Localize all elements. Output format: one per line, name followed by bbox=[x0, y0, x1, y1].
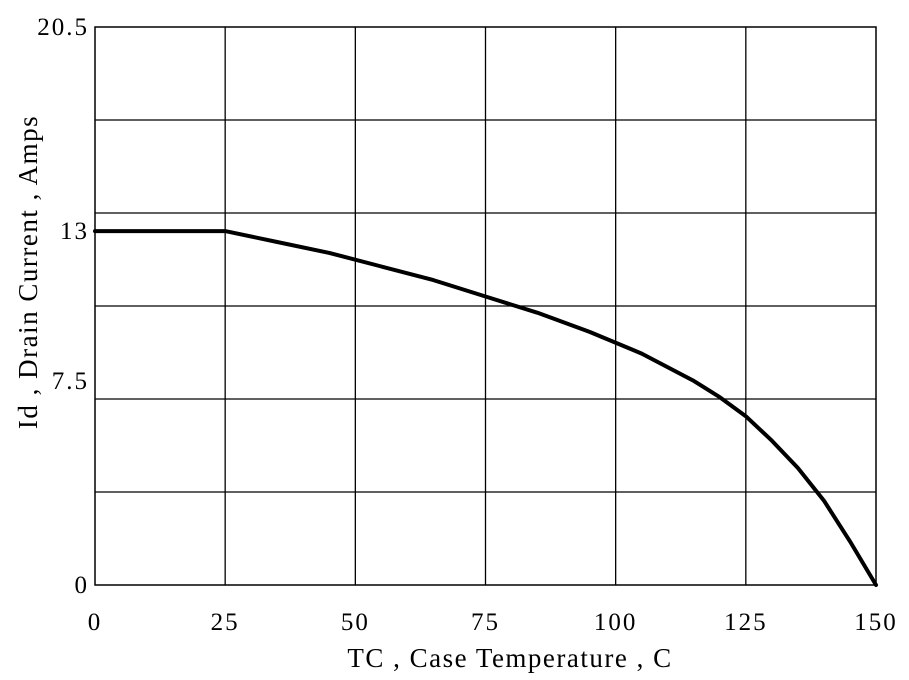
x-axis-label: TC , Case Temperature , C bbox=[347, 643, 672, 673]
y-axis-label: Id , Drain Current , Amps bbox=[13, 115, 43, 429]
x-tick-label: 75 bbox=[471, 609, 500, 636]
grid-lines bbox=[95, 27, 876, 585]
x-tick-label: 50 bbox=[341, 609, 370, 636]
y-tick-label: 0 bbox=[75, 572, 90, 599]
x-tick-label: 0 bbox=[88, 609, 103, 636]
x-tick-labels: 0 25 50 75 100 125 150 bbox=[88, 609, 898, 636]
x-tick-label: 25 bbox=[211, 609, 240, 636]
y-tick-label: 20.5 bbox=[37, 14, 89, 41]
x-tick-label: 100 bbox=[594, 609, 638, 636]
x-tick-label: 125 bbox=[724, 609, 768, 636]
x-tick-label: 150 bbox=[854, 609, 898, 636]
y-tick-label: 7.5 bbox=[52, 368, 89, 395]
y-tick-label: 13 bbox=[60, 218, 89, 245]
y-tick-labels: 0 7.5 13 20.5 bbox=[37, 14, 90, 599]
plot-frame bbox=[94, 26, 877, 586]
drain-current-curve bbox=[93, 229, 878, 587]
